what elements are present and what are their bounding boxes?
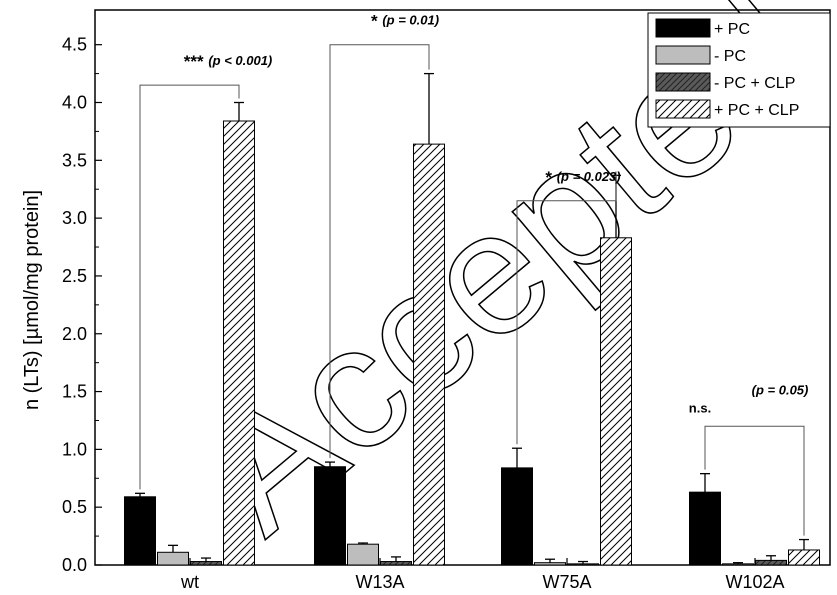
bar — [413, 143, 445, 566]
y-tick-label: 2.5 — [62, 266, 87, 286]
p-value-label: (p < 0.001) — [208, 53, 272, 68]
y-tick-label: 1.5 — [62, 382, 87, 402]
significance-stars: *** — [184, 52, 209, 71]
y-tick-label: 3.0 — [62, 208, 87, 228]
significance-bracket — [704, 425, 805, 536]
bar — [722, 563, 754, 566]
legend-swatch — [655, 72, 711, 92]
significance-annotation: * (p = 0.01) — [371, 12, 439, 31]
y-tick-label: 0.5 — [62, 497, 87, 517]
bar — [347, 543, 379, 566]
x-axis-labels: wt W13A W75A W102A — [180, 558, 785, 592]
x-tick-label: wt — [180, 572, 199, 592]
bar — [501, 467, 533, 566]
y-tick-label: 4.5 — [62, 35, 87, 55]
y-tick-label: 3.5 — [62, 150, 87, 170]
significance-bracket — [329, 44, 430, 459]
bar — [190, 561, 222, 566]
p-value-label: (p = 0.05) — [752, 382, 809, 397]
significance-label: n.s. — [689, 400, 711, 415]
bar — [600, 237, 632, 566]
significance-annotation: * (p = 0.023) — [545, 168, 620, 187]
bar — [788, 549, 820, 566]
significance-stars: * — [545, 168, 556, 187]
bar — [567, 563, 599, 566]
bars-layer — [124, 120, 820, 566]
y-tick-label: 0.0 — [62, 555, 87, 575]
legend-label: - PC — [714, 48, 746, 65]
significance-brackets: *** (p < 0.001)* (p = 0.01)* (p = 0.023)… — [139, 12, 809, 536]
legend-swatch — [655, 18, 711, 38]
x-tick-label: W102A — [725, 572, 784, 592]
significance-stars: * — [371, 12, 382, 31]
legend-label: + PC + CLP — [714, 102, 799, 119]
bar — [380, 561, 412, 566]
legend-swatch — [655, 45, 711, 65]
significance-annotation: *** (p < 0.001) — [184, 52, 273, 71]
bar — [157, 551, 189, 566]
plot-axes — [94, 9, 831, 566]
bar — [689, 491, 721, 566]
bar — [124, 496, 156, 566]
x-tick-label: W13A — [355, 572, 404, 592]
plot-frame — [94, 9, 831, 566]
legend-label: - PC + CLP — [714, 75, 795, 92]
y-tick-label: 2.0 — [62, 324, 87, 344]
x-tick-label: W75A — [542, 572, 591, 592]
significance-bracket — [516, 171, 617, 445]
y-axis-ticks: 0.0 0.5 1.0 1.5 2.0 2.5 3.0 3.5 4.0 4.5 — [62, 35, 102, 575]
bar — [755, 559, 787, 566]
y-tick-label: 1.0 — [62, 439, 87, 459]
p-value-label: (p = 0.01) — [382, 13, 439, 28]
bar — [314, 466, 346, 566]
significance-bracket — [139, 84, 240, 490]
y-axis-label: n (LTs) [µmol/mg protein] — [21, 190, 43, 410]
legend-label: + PC — [714, 21, 750, 38]
p-value-label: (p = 0.023) — [557, 169, 621, 184]
legend: + PC - PC - PC + CLP + PC + CLP — [647, 12, 831, 128]
bar — [223, 120, 255, 566]
y-tick-label: 4.0 — [62, 93, 87, 113]
bar — [534, 562, 566, 566]
legend-swatch — [655, 99, 711, 119]
